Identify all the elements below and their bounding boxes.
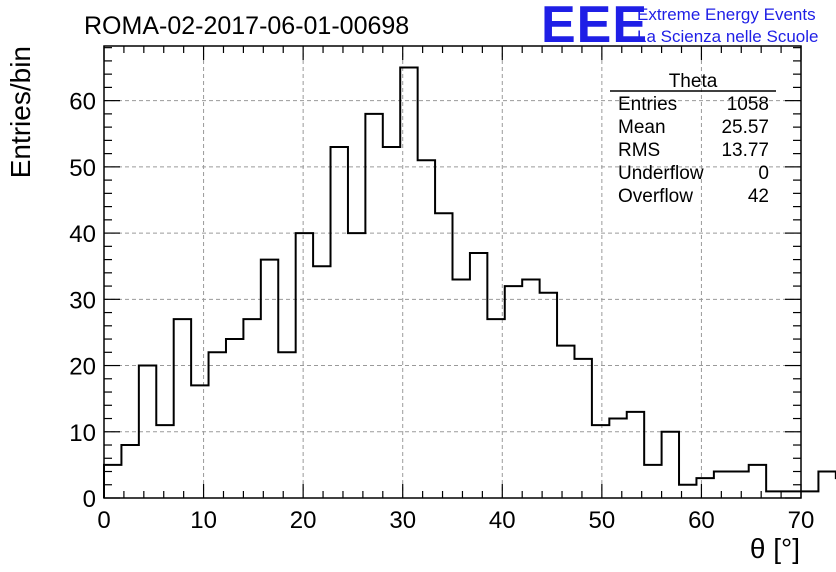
x-axis-label: θ [°] bbox=[750, 533, 800, 564]
y-axis-label: Entries/bin bbox=[5, 46, 36, 178]
stats-value: 0 bbox=[758, 163, 769, 184]
stats-value: 13.77 bbox=[721, 140, 769, 161]
histogram-line bbox=[103, 66, 836, 498]
stats-label: Entries bbox=[618, 94, 677, 115]
stats-label: Mean bbox=[618, 117, 666, 138]
stats-value: 25.57 bbox=[721, 117, 769, 138]
x-tick-label: 40 bbox=[489, 507, 516, 534]
y-tick-label: 50 bbox=[69, 155, 96, 182]
x-tick-label: 0 bbox=[97, 507, 110, 534]
eee-logo: EEE Extreme Energy Events La Scienza nel… bbox=[541, 0, 818, 54]
x-tick-label: 30 bbox=[389, 507, 416, 534]
stats-label: RMS bbox=[618, 140, 660, 161]
y-tick-label: 30 bbox=[69, 287, 96, 314]
x-tick-label: 60 bbox=[688, 507, 715, 534]
logo-line-1: Extreme Energy Events bbox=[637, 5, 816, 24]
chart-title: ROMA-02-2017-06-01-00698 bbox=[84, 12, 409, 40]
x-tick-label: 50 bbox=[589, 507, 616, 534]
y-tick-label: 20 bbox=[69, 354, 96, 381]
grid-lines bbox=[104, 46, 801, 498]
y-tick-label: 10 bbox=[69, 420, 96, 447]
stats-value: 42 bbox=[748, 186, 769, 207]
y-tick-label: 0 bbox=[83, 486, 96, 513]
stats-name: Theta bbox=[669, 71, 718, 92]
stats-label: Overflow bbox=[618, 186, 693, 207]
stats-value: 1058 bbox=[727, 94, 769, 115]
y-tick-label: 40 bbox=[69, 221, 96, 248]
tick-labels: 0 10 20 30 40 50 60 70 0 10 20 30 40 50 60 bbox=[69, 89, 814, 534]
x-tick-label: 20 bbox=[290, 507, 317, 534]
stats-box: Theta Entries 1058 Mean 25.57 RMS 13.77 Underf… bbox=[610, 71, 776, 207]
stats-label: Underflow bbox=[618, 163, 704, 184]
logo-line-2: La Scienza nelle Scuole bbox=[637, 27, 818, 46]
eee-logo-letters: EEE bbox=[541, 0, 648, 54]
x-tick-label: 70 bbox=[788, 507, 815, 534]
x-tick-label: 10 bbox=[190, 507, 217, 534]
stats-rows: Entries 1058 Mean 25.57 RMS 13.77 Underflow 0 Ov… bbox=[618, 94, 769, 207]
y-tick-label: 60 bbox=[69, 89, 96, 116]
plot-frame bbox=[103, 45, 802, 499]
